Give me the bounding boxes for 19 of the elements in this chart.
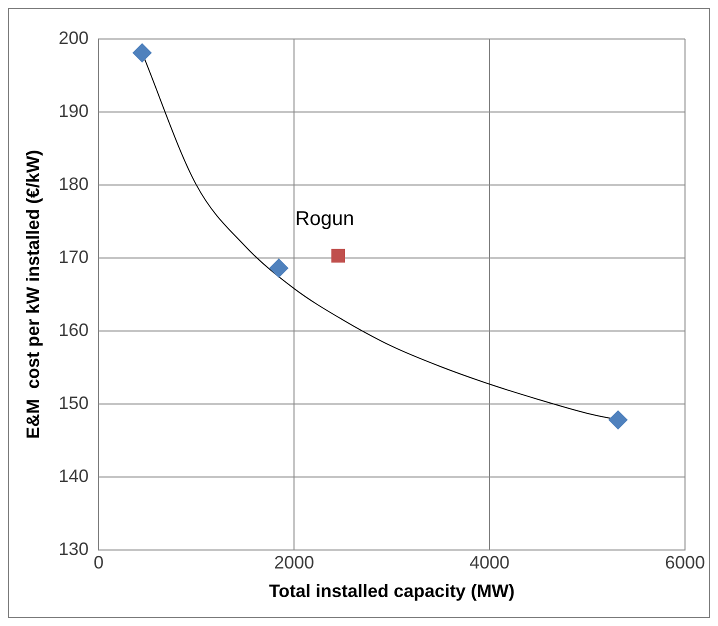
point: [132, 43, 152, 62]
x-axis-title: Total installed capacity (MW): [268, 581, 515, 602]
x-tick-label: 0: [94, 552, 104, 573]
y-tick-label: 160: [58, 320, 89, 340]
x-tick-label: 2000: [274, 552, 314, 573]
y-tick-label: 200: [58, 28, 89, 48]
point: [608, 410, 628, 430]
y-tick-label: 170: [58, 246, 89, 267]
point: [331, 248, 346, 263]
y-tick-label: 130: [58, 538, 89, 559]
annotation: Rogun: [295, 208, 354, 230]
y-tick-label: 180: [58, 174, 89, 194]
x-tick-label: 4000: [470, 552, 510, 573]
x-tick-label: 6000: [664, 552, 706, 573]
point: [269, 258, 288, 278]
y-tick-label: 140: [58, 466, 89, 486]
y-tick-label: 190: [58, 100, 89, 121]
y-axis-title: E&M cost per kW installed (€/kW): [22, 150, 43, 439]
y-tick-label: 150: [58, 392, 89, 413]
